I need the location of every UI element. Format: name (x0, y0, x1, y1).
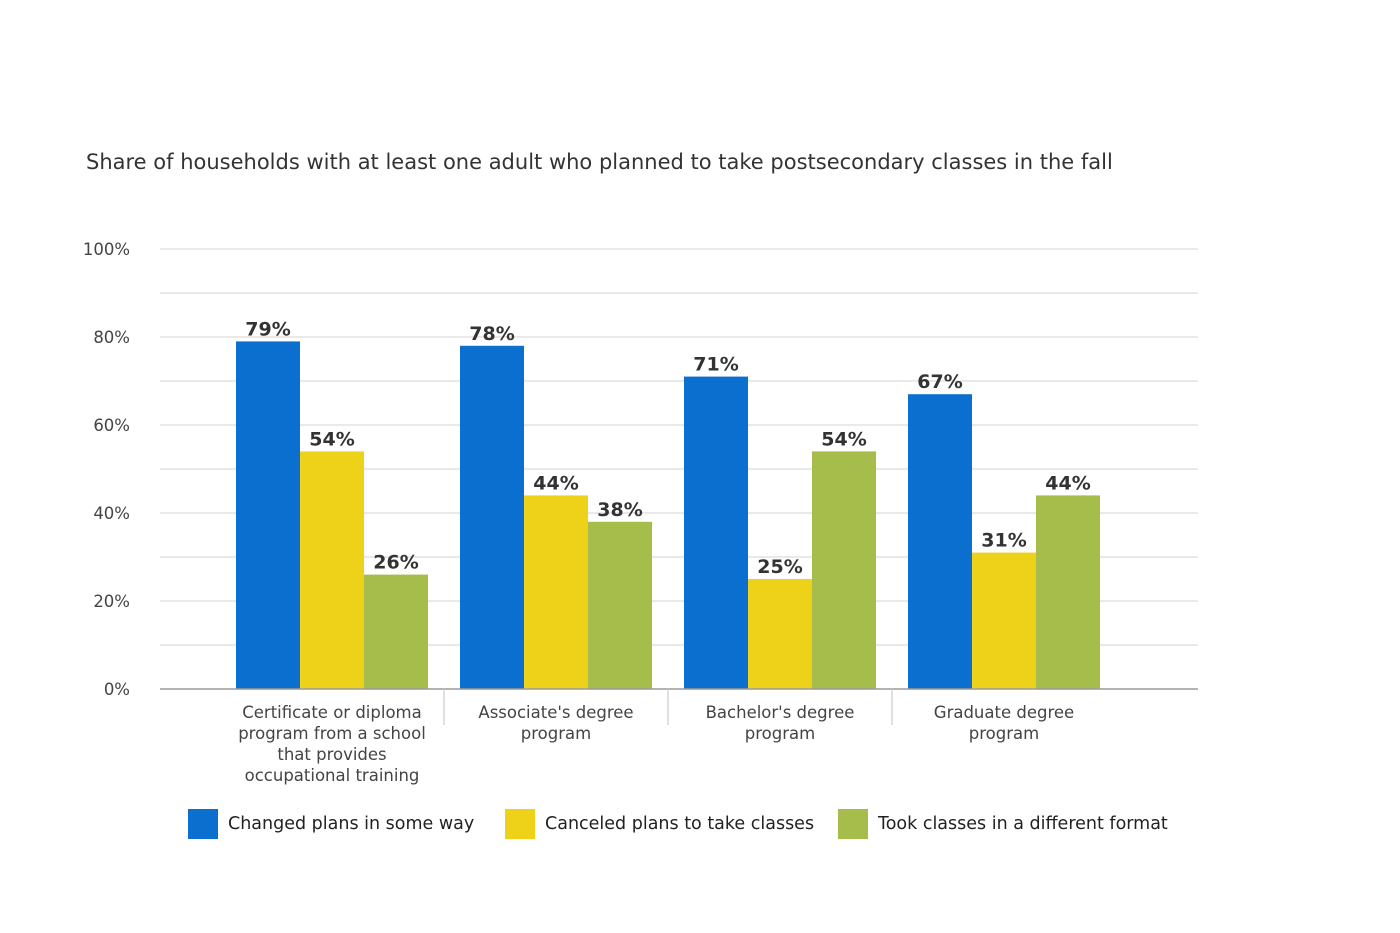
x-tick-label-line: program (969, 724, 1039, 743)
data-label: 71% (693, 354, 738, 376)
data-label: 26% (373, 552, 418, 574)
bar (364, 574, 428, 689)
y-tick-label: 40% (93, 504, 130, 523)
data-label: 67% (917, 371, 962, 393)
bar (972, 552, 1036, 689)
x-tick-label-line: program (745, 724, 815, 743)
x-tick-label-line: that provides (277, 745, 386, 764)
bar (588, 521, 652, 689)
bar (1036, 495, 1100, 689)
x-tick-label-line: Graduate degree (934, 703, 1074, 722)
y-tick-label: 0% (104, 680, 130, 699)
data-label: 44% (533, 472, 578, 494)
data-label: 54% (821, 428, 866, 450)
bar (908, 394, 972, 689)
data-label: 54% (309, 428, 354, 450)
legend-swatch-different-format (838, 809, 868, 839)
y-tick-label: 80% (93, 328, 130, 347)
data-label: 78% (469, 323, 514, 345)
x-tick-label: Graduate degree program (934, 703, 1074, 743)
x-tick-label-line: Bachelor's degree (706, 703, 855, 722)
legend-item-different-format: Took classes in a different format (838, 808, 1168, 840)
legend-label-canceled-plans: Canceled plans to take classes (545, 814, 815, 834)
x-tick-label: Associate's degree program (478, 703, 633, 743)
legend-item-changed-plans: Changed plans in some way (188, 808, 474, 840)
x-tick-label: Bachelor's degree program (706, 703, 855, 743)
x-tick-label: Certificate or diploma program from a sch… (238, 703, 426, 785)
bar (684, 376, 748, 689)
data-label: 31% (981, 530, 1026, 552)
x-tick-label-line: Certificate or diploma (242, 703, 421, 722)
y-tick-label: 60% (93, 416, 130, 435)
bar (524, 495, 588, 689)
legend-swatch-changed-plans (188, 809, 218, 839)
x-tick-label-line: program (521, 724, 591, 743)
bar (300, 451, 364, 689)
x-tick-label-line: Associate's degree (478, 703, 633, 722)
legend-item-canceled-plans: Canceled plans to take classes (505, 808, 814, 840)
x-tick-label-line: program from a school (238, 724, 426, 743)
y-tick-label: 100% (83, 240, 130, 259)
bar (460, 345, 524, 689)
legend-label-different-format: Took classes in a different format (878, 814, 1168, 834)
data-label: 38% (597, 499, 642, 521)
bar (236, 341, 300, 689)
data-label: 79% (245, 318, 290, 340)
data-label: 25% (757, 556, 802, 578)
x-tick-label-line: occupational training (245, 766, 420, 785)
data-label: 44% (1045, 472, 1090, 494)
legend-swatch-canceled-plans (505, 809, 535, 839)
legend-label-changed-plans: Changed plans in some way (228, 814, 475, 834)
chart-legend: Changed plans in some way Canceled plans… (0, 808, 1400, 840)
chart-title: Share of households with at least one ad… (86, 150, 1113, 174)
y-tick-label: 20% (93, 592, 130, 611)
bar (748, 579, 812, 689)
bar (812, 451, 876, 689)
